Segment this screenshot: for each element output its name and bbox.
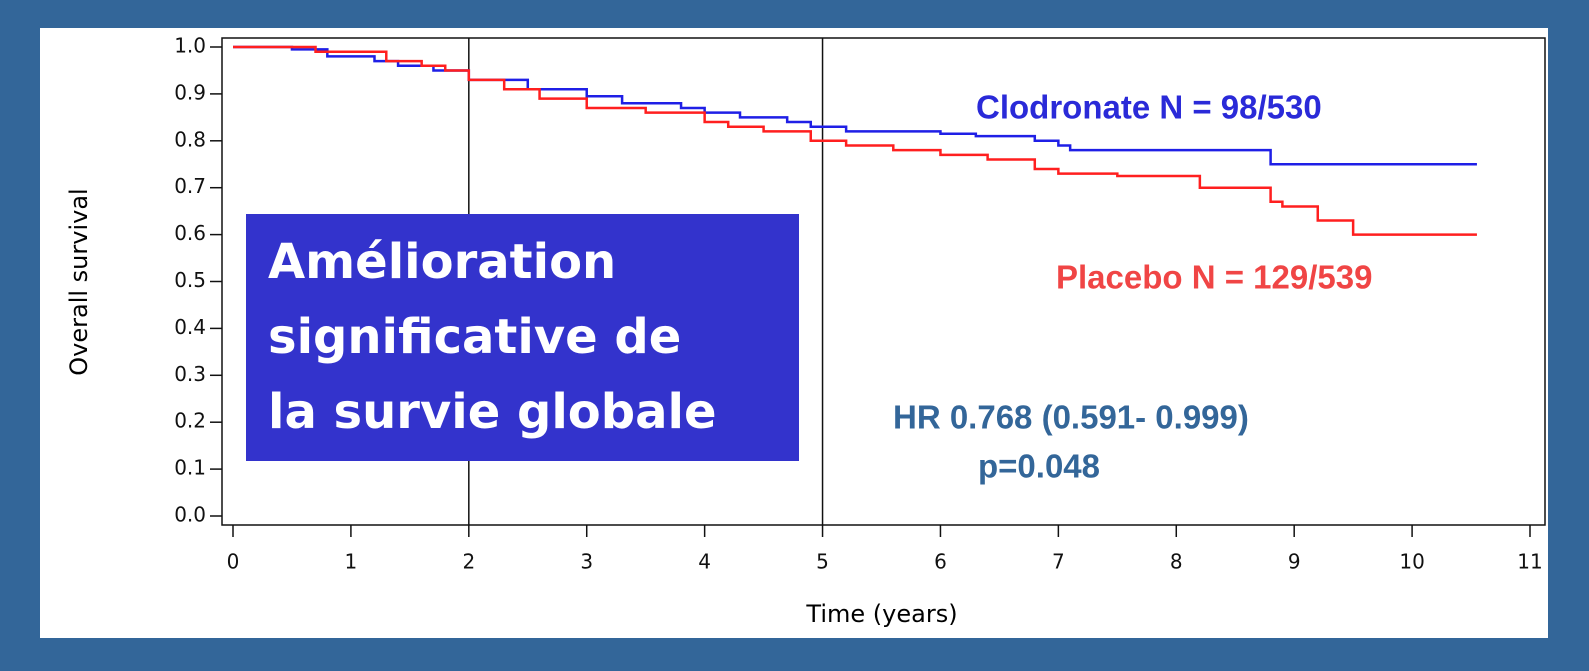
survival-curve (233, 45, 1477, 236)
x-tick-label: 6 (934, 550, 947, 574)
y-tick-label: 0.7 (174, 174, 206, 198)
y-tick-label: 0.9 (174, 80, 206, 104)
y-axis-label: Overall survival (65, 188, 93, 375)
box-text: Amélioration (268, 234, 616, 290)
x-tick-label: 1 (345, 550, 358, 574)
x-tick-label: 3 (580, 550, 593, 574)
x-tick-label: 5 (816, 550, 829, 574)
x-tick-label: 4 (698, 550, 711, 574)
x-tick-label: 9 (1288, 550, 1301, 574)
y-tick-label: 0.6 (174, 221, 206, 245)
box-text: la survie globale (268, 384, 717, 440)
y-tick-label: 0.4 (174, 315, 206, 339)
y-tick-label: 0.5 (174, 268, 206, 292)
x-tick-label: 7 (1052, 550, 1065, 574)
y-tick-label: 0.3 (174, 362, 206, 386)
x-tick-label: 11 (1517, 550, 1542, 574)
y-tick-label: 0.2 (174, 409, 206, 433)
x-tick-label: 8 (1170, 550, 1183, 574)
annotation-box (246, 214, 799, 461)
y-tick-label: 1.0 (174, 34, 206, 58)
p-text: p=0.048 (978, 448, 1100, 485)
series-label: Placebo N = 129/539 (1056, 259, 1372, 296)
x-axis-label: Time (years) (805, 600, 957, 628)
y-tick-label: 0.1 (174, 456, 206, 480)
x-tick-label: 2 (462, 550, 475, 574)
x-tick-label: 10 (1399, 550, 1424, 574)
y-tick-label: 0.0 (174, 503, 206, 527)
x-tick-label: 0 (227, 550, 240, 574)
hr-text: HR 0.768 (0.591- 0.999) (893, 399, 1249, 436)
series-label: Clodronate N = 98/530 (976, 89, 1322, 126)
box-text: significative de (268, 309, 681, 365)
y-tick-label: 0.8 (174, 127, 206, 151)
